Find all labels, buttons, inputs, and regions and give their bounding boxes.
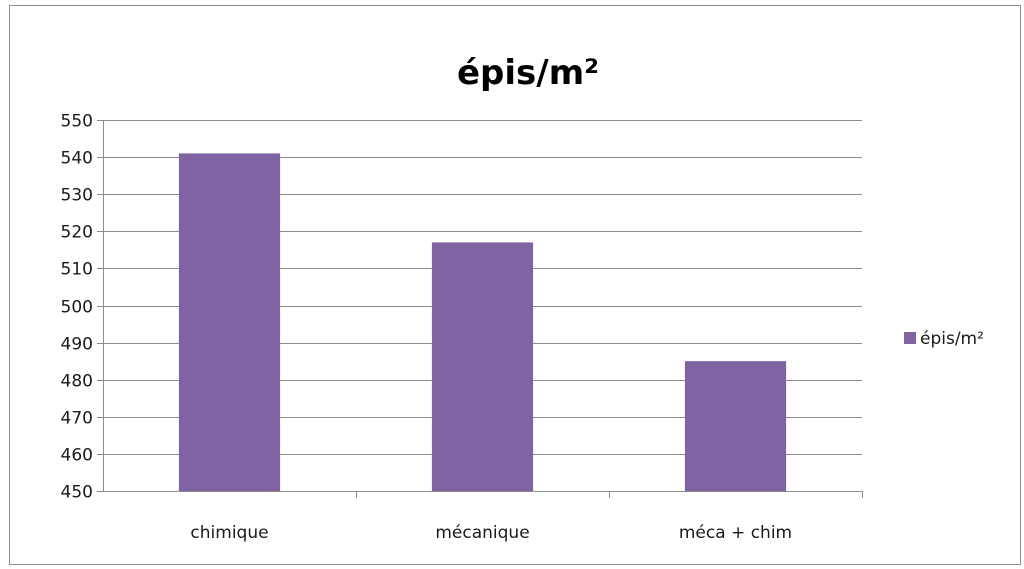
x-category-label: méca + chim: [679, 523, 792, 543]
bars: [178, 153, 787, 491]
x-category-label: chimique: [190, 523, 268, 543]
bar: [178, 153, 281, 491]
x-axis-categories: chimique mécanique méca + chim: [190, 523, 792, 543]
bar: [684, 361, 787, 491]
y-tick-label: 490: [61, 335, 93, 355]
bar: [431, 242, 534, 491]
y-tick-label: 480: [61, 372, 93, 392]
axes: [97, 120, 863, 498]
y-tick-label: 550: [61, 112, 93, 132]
y-tick-label: 450: [61, 483, 93, 503]
y-tick-label: 470: [61, 409, 93, 429]
y-tick-label: 500: [61, 298, 93, 318]
y-tick-label: 460: [61, 446, 93, 466]
legend: épis/m²: [904, 329, 984, 349]
y-tick-label: 510: [61, 260, 93, 280]
y-tick-label: 540: [61, 149, 93, 169]
y-tick-label: 520: [61, 223, 93, 243]
y-axis-ticks: 450 460 470 480 490 500 510 520 530 540 550: [61, 112, 93, 503]
y-tick-label: 530: [61, 186, 93, 206]
x-category-label: mécanique: [435, 523, 529, 543]
legend-swatch: [904, 332, 916, 344]
chart-title: épis/m²: [457, 53, 599, 93]
legend-label: épis/m²: [920, 329, 984, 349]
